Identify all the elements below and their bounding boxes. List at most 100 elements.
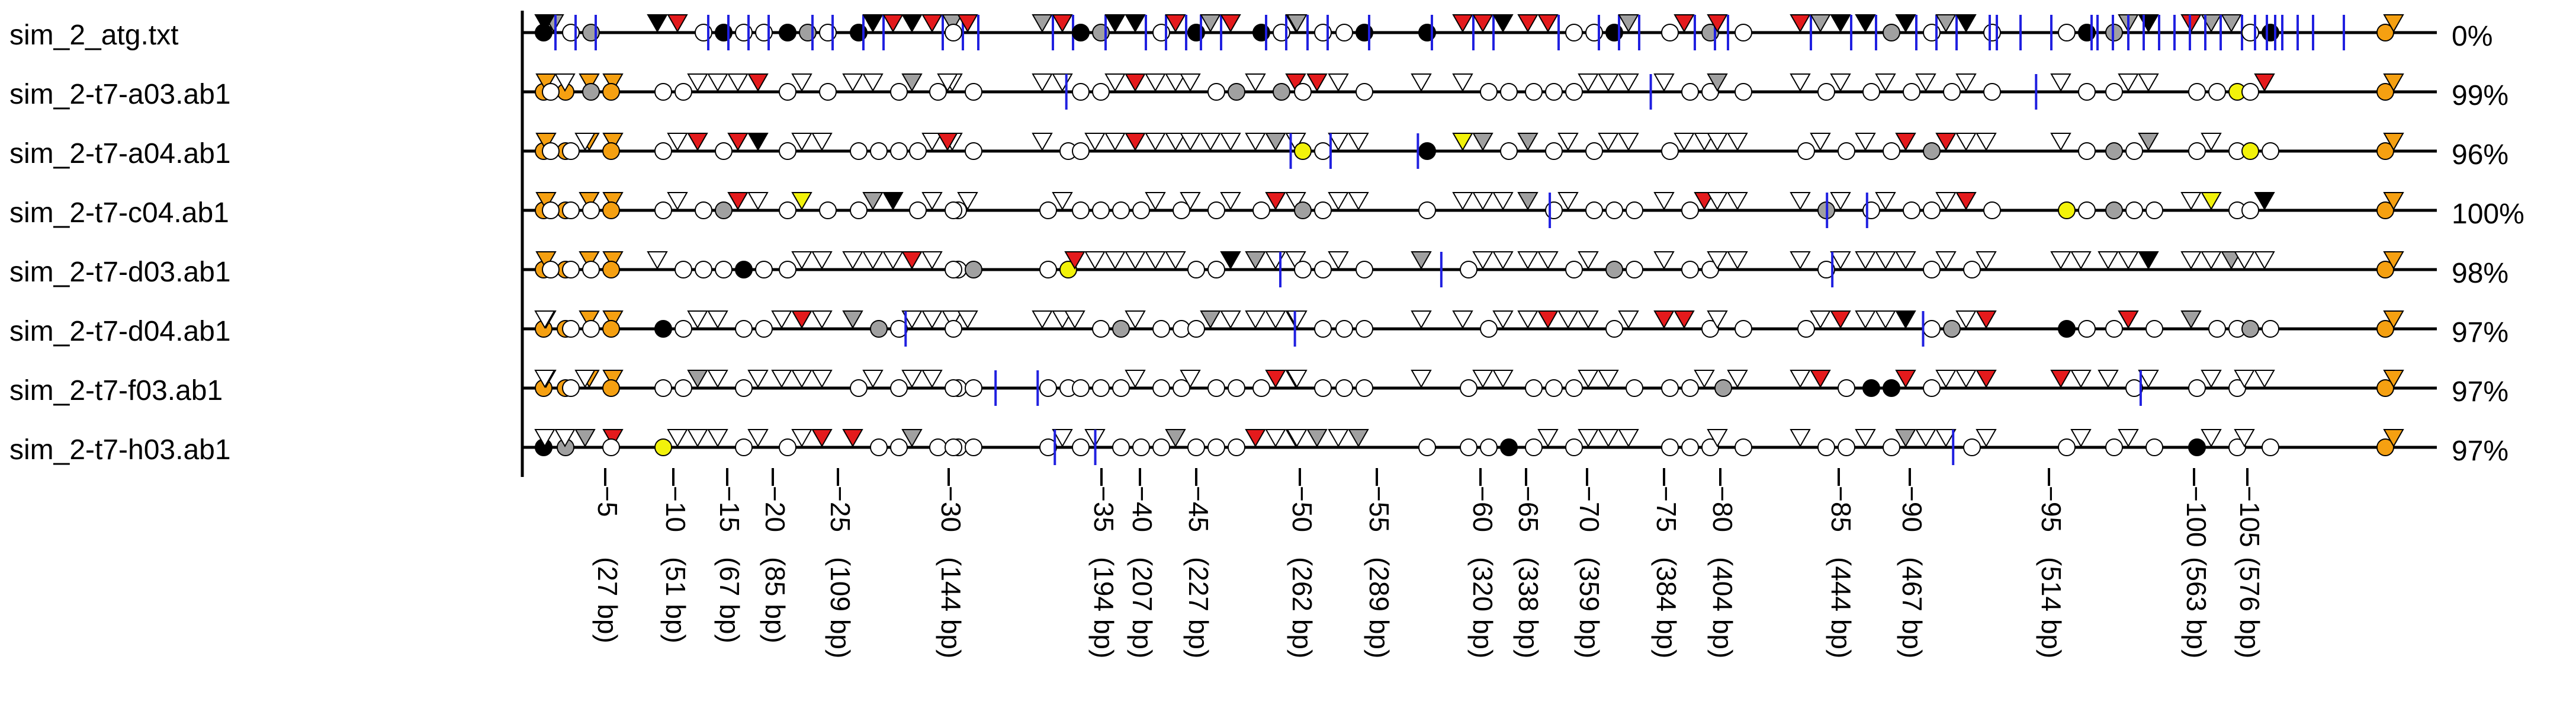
- variant-circle-marker: [582, 83, 600, 101]
- variant-triangle-marker: [1517, 310, 1538, 329]
- variant-circle-marker: [1862, 83, 1880, 101]
- variant-circle-marker: [1923, 379, 1941, 397]
- variant-triangle-marker: [1674, 14, 1695, 33]
- sample-label: sim_2-t7-d03.ab1: [9, 257, 231, 288]
- variant-triangle-marker: [1578, 251, 1599, 270]
- variant-triangle-marker: [687, 370, 708, 389]
- variant-triangle-marker: [1830, 310, 1851, 329]
- variant-triangle-marker: [535, 251, 557, 270]
- variant-triangle-marker: [1265, 192, 1286, 211]
- variant-triangle-marker: [687, 133, 708, 152]
- variant-triangle-marker: [1165, 73, 1186, 92]
- tick-bp-label: (194 bp): [1088, 557, 1119, 658]
- tick-bp-label: (563 bp): [2181, 557, 2212, 658]
- match-percent: 100%: [2452, 198, 2524, 230]
- variant-circle-marker: [562, 142, 580, 160]
- tick-bp-label: (576 bp): [2234, 557, 2265, 658]
- variant-circle-marker: [1626, 379, 1643, 397]
- variant-triangle-marker: [1537, 310, 1559, 329]
- variant-circle-marker: [695, 261, 712, 278]
- variant-triangle-marker: [579, 73, 600, 92]
- variant-triangle-marker: [1245, 310, 1266, 329]
- variant-triangle-marker: [1935, 133, 1957, 152]
- variant-triangle-marker: [579, 310, 600, 329]
- variant-circle-marker: [1661, 24, 1679, 41]
- variant-triangle-marker: [1328, 133, 1349, 152]
- variant-triangle-marker: [937, 133, 958, 152]
- variant-circle-marker: [1356, 83, 1373, 101]
- variant-triangle-marker: [579, 251, 600, 270]
- tick-bp-label: (289 bp): [1364, 557, 1395, 658]
- variant-triangle-marker: [1452, 73, 1473, 92]
- variant-triangle-marker: [1694, 133, 1715, 152]
- alignment-track: [522, 251, 2437, 287]
- variant-circle-marker: [1072, 24, 1090, 41]
- variant-triangle-marker: [901, 14, 923, 33]
- variant-triangle-marker: [811, 251, 833, 270]
- variant-triangle-marker: [1935, 370, 1957, 389]
- sample-label: sim_2-t7-c04.ab1: [9, 197, 229, 229]
- variant-triangle-marker: [1935, 429, 1957, 448]
- variant-circle-marker: [1112, 379, 1130, 397]
- variant-triangle-marker: [1411, 251, 1432, 270]
- variant-circle-marker: [1862, 201, 1880, 219]
- variant-triangle-marker: [1598, 133, 1619, 152]
- variant-triangle-marker: [1104, 73, 1126, 92]
- variant-triangle-marker: [1875, 251, 1896, 270]
- variant-circle-marker: [779, 201, 796, 219]
- variant-circle-marker: [1228, 438, 1245, 456]
- variant-triangle-marker: [1492, 192, 1514, 211]
- variant-triangle-marker: [1145, 73, 1166, 92]
- variant-triangle-marker: [2118, 310, 2139, 329]
- variant-triangle-marker: [707, 429, 728, 448]
- variant-circle-marker: [735, 320, 753, 338]
- variant-circle-marker: [2105, 438, 2123, 456]
- variant-triangle-marker: [1976, 251, 1997, 270]
- variant-triangle-marker: [1855, 14, 1876, 33]
- variant-triangle-marker: [862, 14, 884, 33]
- variant-triangle-marker: [747, 133, 769, 152]
- tick-position-label: −70: [1574, 486, 1605, 532]
- alignment-track: [522, 133, 2437, 169]
- variant-triangle-marker: [842, 429, 863, 448]
- variant-circle-marker: [1565, 24, 1583, 41]
- variant-circle-marker: [602, 142, 620, 160]
- variant-circle-marker: [1480, 320, 1498, 338]
- tick-position-label: −105: [2234, 486, 2265, 547]
- variant-triangle-marker: [1032, 133, 1053, 152]
- variant-triangle-marker: [1955, 310, 1977, 329]
- variant-circle-marker: [1545, 379, 1563, 397]
- variant-circle-marker: [819, 201, 837, 219]
- variant-triangle-marker: [1955, 370, 1977, 389]
- variant-circle-marker: [1735, 83, 1752, 101]
- variant-circle-marker: [1681, 438, 1699, 456]
- variant-triangle-marker: [2070, 429, 2092, 448]
- variant-triangle-marker: [1104, 14, 1126, 33]
- variant-circle-marker: [1207, 438, 1225, 456]
- tick-bp-label: (85 bp): [760, 557, 791, 643]
- variant-triangle-marker: [862, 251, 884, 270]
- variant-triangle-marker: [921, 133, 943, 152]
- variant-triangle-marker: [1707, 251, 1728, 270]
- variant-circle-marker: [542, 142, 560, 160]
- variant-circle-marker: [1626, 261, 1643, 278]
- variant-triangle-marker: [811, 429, 833, 448]
- variant-circle-marker: [1314, 320, 1332, 338]
- variant-triangle-marker: [1084, 133, 1106, 152]
- variant-circle-marker: [1883, 142, 1900, 160]
- variant-triangle-marker: [727, 192, 749, 211]
- variant-circle-marker: [2105, 83, 2123, 101]
- variant-circle-marker: [715, 142, 733, 160]
- variant-triangle-marker: [1707, 192, 1728, 211]
- variant-triangle-marker: [1125, 370, 1146, 389]
- variant-triangle-marker: [1707, 133, 1728, 152]
- variant-circle-marker: [582, 261, 600, 278]
- variant-triangle-marker: [2138, 370, 2159, 389]
- variant-circle-marker: [542, 201, 560, 219]
- variant-circle-marker: [2125, 379, 2143, 397]
- variant-circle-marker: [1701, 320, 1719, 338]
- variant-circle-marker: [542, 261, 560, 278]
- variant-circle-marker: [1460, 379, 1477, 397]
- tick-position-label: −30: [936, 486, 966, 532]
- position-axis: −5 (27 bp) −10 (51 bp) −15 (67 bp) −20 (85 bp) −…: [592, 468, 2265, 658]
